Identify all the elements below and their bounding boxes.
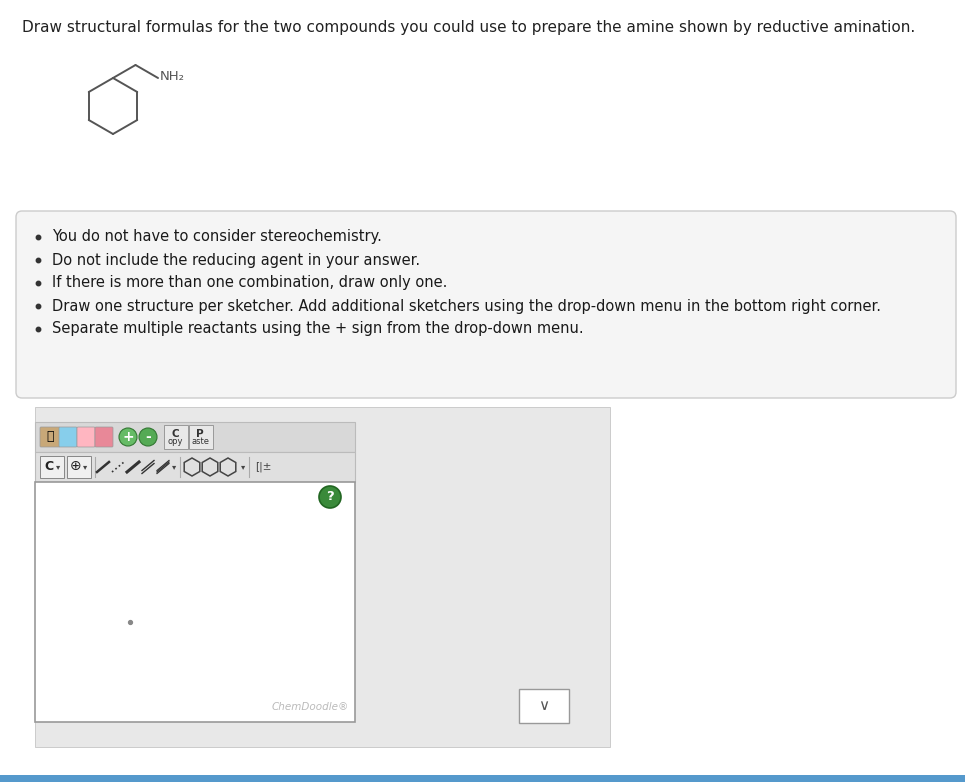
Text: C: C (44, 460, 54, 472)
Text: -: - (145, 430, 151, 444)
Bar (35, 422, 355, 452)
Text: If there is more than one combination, draw only one.: If there is more than one combination, d… (52, 275, 448, 290)
FancyBboxPatch shape (95, 427, 113, 447)
Text: You do not have to consider stereochemistry.: You do not have to consider stereochemis… (52, 229, 382, 245)
Bar (35, 452, 355, 482)
Text: ?: ? (326, 490, 334, 504)
Bar (35, 482, 355, 722)
Text: [|±: [|± (255, 461, 271, 472)
Bar (0, 775, 965, 782)
Text: ∨: ∨ (538, 698, 549, 713)
Text: ⊕: ⊕ (70, 459, 82, 473)
Text: ▾: ▾ (241, 462, 245, 472)
Text: Draw structural formulas for the two compounds you could use to prepare the amin: Draw structural formulas for the two com… (22, 20, 915, 35)
FancyBboxPatch shape (16, 211, 956, 398)
Text: ▾: ▾ (56, 462, 60, 472)
Text: opy: opy (167, 436, 182, 446)
Text: aste: aste (191, 436, 209, 446)
Text: C: C (171, 429, 179, 439)
FancyBboxPatch shape (59, 427, 77, 447)
FancyBboxPatch shape (67, 456, 91, 478)
Text: Separate multiple reactants using the + sign from the drop-down menu.: Separate multiple reactants using the + … (52, 321, 584, 336)
FancyBboxPatch shape (40, 456, 64, 478)
Bar (35, 407, 610, 747)
Text: NH₂: NH₂ (160, 70, 185, 84)
FancyBboxPatch shape (77, 427, 95, 447)
Circle shape (319, 486, 341, 508)
Text: Do not include the reducing agent in your answer.: Do not include the reducing agent in you… (52, 253, 420, 267)
Circle shape (139, 428, 157, 446)
Text: Draw one structure per sketcher. Add additional sketchers using the drop-down me: Draw one structure per sketcher. Add add… (52, 299, 881, 314)
Text: P: P (196, 429, 204, 439)
FancyBboxPatch shape (519, 689, 569, 723)
Text: ▾: ▾ (83, 462, 87, 472)
FancyBboxPatch shape (189, 425, 213, 449)
Text: ▾: ▾ (172, 462, 177, 472)
Text: ChemDoodle®: ChemDoodle® (271, 702, 349, 712)
FancyBboxPatch shape (164, 425, 188, 449)
Text: ✋: ✋ (46, 431, 54, 443)
Text: +: + (123, 430, 134, 444)
Circle shape (119, 428, 137, 446)
FancyBboxPatch shape (40, 427, 60, 447)
